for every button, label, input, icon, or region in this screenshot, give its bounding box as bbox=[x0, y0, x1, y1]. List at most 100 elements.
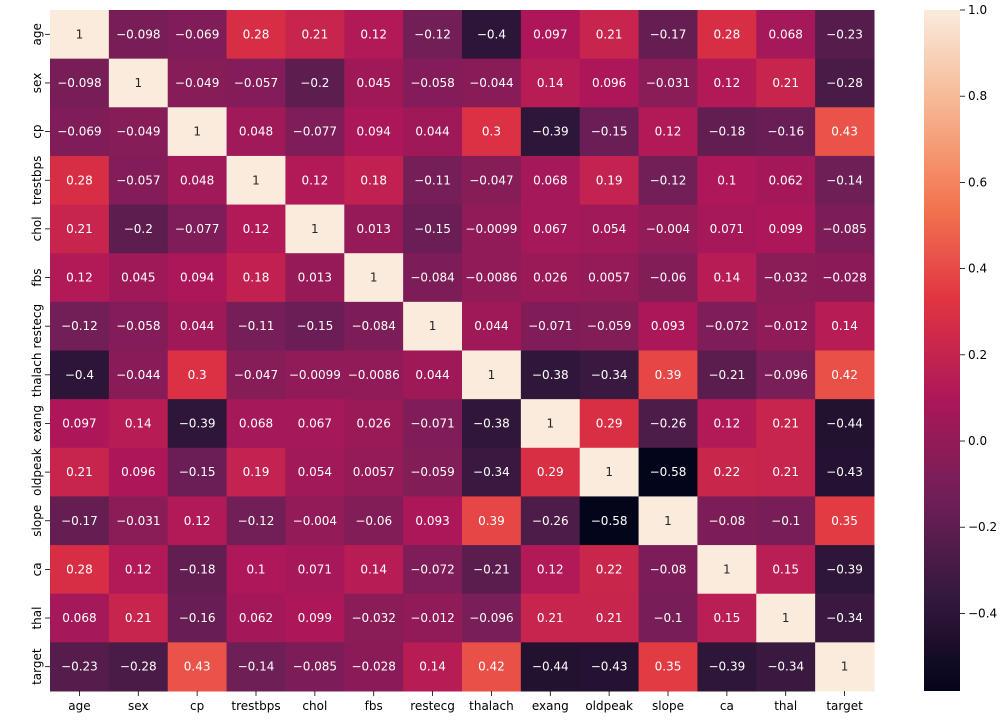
heatmap-cell bbox=[50, 10, 110, 60]
heatmap-cell bbox=[697, 593, 757, 643]
y-tick-label: target bbox=[30, 648, 44, 685]
cell-value-label: 0.099 bbox=[298, 611, 332, 625]
heatmap-cell bbox=[50, 107, 110, 157]
cell-value-label: −0.004 bbox=[646, 222, 690, 236]
y-axis: age sex cp trestbps chol fbs restecg thalach exa… bbox=[30, 23, 50, 685]
cell-value-label: −0.34 bbox=[767, 660, 804, 674]
colorbar: 1.0 0.8 0.6 0.4 0.2 0.0 −0.2 −0.4 bbox=[924, 3, 997, 691]
heatmap-cell bbox=[285, 253, 345, 303]
heatmap-cell bbox=[344, 155, 404, 206]
cell-value-label: −0.15 bbox=[179, 465, 216, 479]
cell-value-label: −0.049 bbox=[175, 76, 219, 90]
heatmap-cell bbox=[226, 301, 286, 351]
heatmap-cell bbox=[697, 204, 757, 254]
x-tick-label: restecg bbox=[410, 699, 455, 713]
heatmap-cell bbox=[638, 204, 698, 254]
cell-value-label: 0.29 bbox=[596, 416, 623, 430]
cell-value-label: 0.12 bbox=[713, 416, 740, 430]
cell-value-label: −0.08 bbox=[650, 562, 687, 576]
cell-value-label: −0.28 bbox=[826, 76, 863, 90]
cell-value-label: −0.2 bbox=[124, 222, 153, 236]
cell-value-label: 0.21 bbox=[301, 27, 328, 41]
heatmap-cell bbox=[462, 10, 522, 60]
cell-value-label: −0.032 bbox=[352, 611, 396, 625]
cell-value-label: −0.096 bbox=[469, 611, 513, 625]
cell-value-label: −0.044 bbox=[469, 76, 513, 90]
heatmap-cell bbox=[403, 155, 463, 206]
heatmap-cell bbox=[462, 204, 522, 254]
heatmap-cell bbox=[579, 155, 640, 206]
cell-value-label: −0.069 bbox=[175, 27, 219, 41]
heatmap-cell bbox=[285, 593, 345, 643]
heatmap-cell bbox=[226, 399, 286, 449]
cell-value-label: −0.059 bbox=[587, 319, 631, 333]
heatmap-cell bbox=[344, 301, 404, 351]
heatmap-cell bbox=[50, 204, 110, 254]
y-tick-label: exang bbox=[30, 405, 44, 442]
heatmap-cell bbox=[756, 107, 816, 157]
heatmap-cell bbox=[108, 301, 169, 351]
cell-value-label: 0.013 bbox=[357, 222, 391, 236]
cell-value-label: 0.42 bbox=[478, 660, 505, 674]
heatmap-cell bbox=[638, 496, 698, 546]
cell-value-label: 0.013 bbox=[298, 271, 332, 285]
cell-value-label: 0.044 bbox=[415, 125, 449, 139]
cell-value-label: 0.067 bbox=[533, 222, 567, 236]
heatmap-cell bbox=[226, 496, 286, 546]
colorbar-tick-label: −0.2 bbox=[968, 520, 997, 534]
heatmap-cell bbox=[285, 545, 345, 595]
colorbar-tick-label: 1.0 bbox=[968, 3, 987, 17]
colorbar-tick-label: 0.2 bbox=[968, 348, 987, 362]
heatmap-cell bbox=[520, 593, 581, 643]
heatmap-cell bbox=[403, 545, 463, 595]
cell-value-label: −0.0099 bbox=[465, 222, 517, 236]
heatmap-cell bbox=[815, 107, 875, 157]
heatmap-cell bbox=[520, 642, 581, 692]
heatmap-cell bbox=[815, 447, 875, 497]
cell-value-label: −0.031 bbox=[646, 76, 690, 90]
heatmap-cell bbox=[226, 447, 286, 497]
cell-value-label: −0.14 bbox=[826, 173, 863, 187]
cell-value-label: 1 bbox=[605, 465, 613, 479]
heatmap-cell bbox=[462, 545, 522, 595]
cell-value-label: 0.12 bbox=[184, 514, 211, 528]
x-axis: age sex cp trestbps chol fbs restecg thalach exa… bbox=[68, 691, 863, 713]
cell-value-label: 0.068 bbox=[533, 173, 567, 187]
cell-value-label: −0.16 bbox=[179, 611, 216, 625]
heatmap-cell bbox=[815, 399, 875, 449]
y-tick-label: thalach bbox=[30, 353, 44, 398]
y-tick-label: sex bbox=[30, 73, 44, 94]
cell-value-label: −0.26 bbox=[532, 514, 569, 528]
heatmap-cell bbox=[226, 10, 286, 60]
cell-value-label: 0.044 bbox=[180, 319, 214, 333]
x-tick-label: chol bbox=[302, 699, 327, 713]
y-tick-label: thal bbox=[30, 607, 44, 630]
heatmap-cell bbox=[579, 204, 640, 254]
y-tick-label: age bbox=[30, 23, 44, 45]
cell-value-label: 0.28 bbox=[66, 562, 93, 576]
cell-value-label: −0.085 bbox=[822, 222, 866, 236]
heatmap-cell bbox=[756, 58, 816, 108]
heatmap-cell bbox=[403, 350, 463, 400]
heatmap-cell bbox=[108, 399, 169, 449]
cell-value-label: −0.044 bbox=[116, 368, 160, 382]
heatmap-cell bbox=[285, 107, 345, 157]
heatmap-cell bbox=[697, 253, 757, 303]
heatmap-cell bbox=[167, 253, 228, 303]
cell-value-label: 0.19 bbox=[243, 465, 270, 479]
y-tick-label: restecg bbox=[30, 304, 44, 349]
heatmap-cell bbox=[520, 253, 581, 303]
x-tick-label: thal bbox=[774, 699, 797, 713]
cell-value-label: −0.15 bbox=[591, 125, 628, 139]
cell-value-label: 0.097 bbox=[533, 27, 567, 41]
cell-value-label: 0.062 bbox=[769, 173, 803, 187]
cell-value-label: −0.084 bbox=[352, 319, 396, 333]
heatmap-cell bbox=[108, 253, 169, 303]
heatmap-cell bbox=[403, 593, 463, 643]
heatmap-cell bbox=[108, 58, 169, 108]
heatmap-cell bbox=[226, 58, 286, 108]
heatmap-cell bbox=[403, 253, 463, 303]
cell-value-label: −0.012 bbox=[410, 611, 454, 625]
heatmap-cell bbox=[344, 496, 404, 546]
heatmap-cell bbox=[579, 399, 640, 449]
